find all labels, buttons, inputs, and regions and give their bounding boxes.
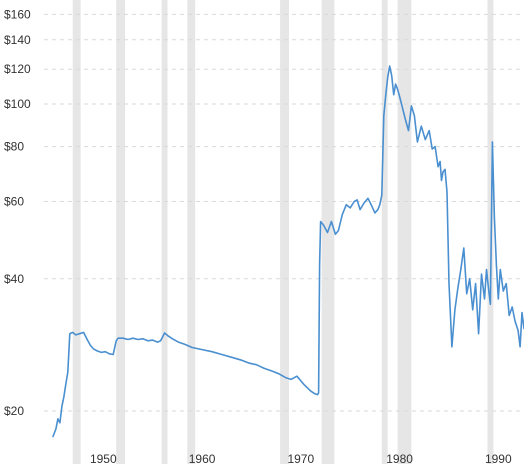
recession-band-0 — [72, 0, 81, 464]
x-axis: 1950 1960 1970 1980 1990 — [90, 452, 512, 466]
series-line-0 — [52, 65, 524, 438]
y-tick-label-80: $80 — [4, 140, 24, 154]
x-tick-label-1990: 1990 — [485, 452, 512, 466]
recession-band-3 — [187, 0, 196, 464]
y-tick-label-120: $120 — [4, 62, 31, 76]
recession-bands — [72, 0, 494, 464]
y-tick-label-40: $40 — [4, 272, 24, 286]
price-series — [52, 65, 524, 438]
recession-band-6 — [381, 0, 388, 464]
y-tick-label-160: $160 — [4, 7, 31, 21]
recession-band-2 — [161, 0, 168, 464]
y-axis: $160 $140 $120 $100 $80 $60 $40 $20 — [4, 7, 31, 418]
y-tick-label-100: $100 — [4, 97, 31, 111]
y-tick-label-20: $20 — [4, 404, 24, 418]
x-tick-label-1980: 1980 — [386, 452, 413, 466]
recession-band-4 — [280, 0, 289, 464]
y-tick-label-140: $140 — [4, 33, 31, 47]
x-tick-label-1970: 1970 — [287, 452, 314, 466]
y-tick-label-60: $60 — [4, 195, 24, 209]
recession-band-1 — [116, 0, 126, 464]
recession-band-7 — [397, 0, 412, 464]
x-tick-label-1950: 1950 — [90, 452, 117, 466]
x-tick-label-1960: 1960 — [189, 452, 216, 466]
y-gridlines — [44, 13, 524, 412]
recession-band-8 — [487, 0, 494, 464]
